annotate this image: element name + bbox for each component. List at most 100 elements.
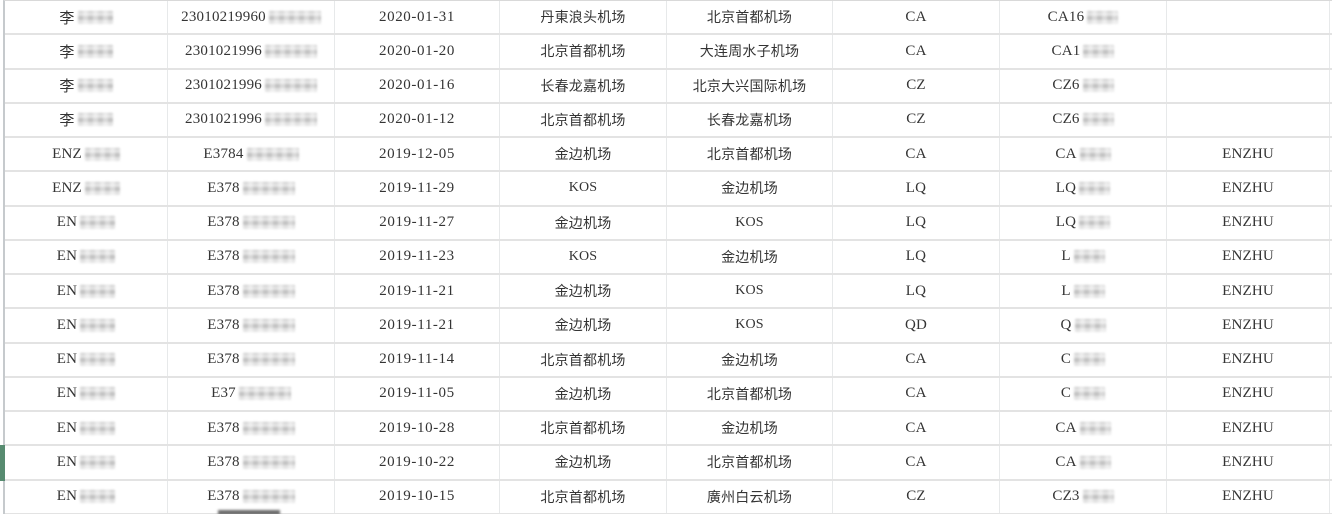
- id-cell: E378: [168, 343, 335, 376]
- flight-number: CA: [1055, 453, 1077, 470]
- flight-number: Q: [1060, 316, 1072, 333]
- name-cell: 李: [5, 103, 168, 136]
- flight-date: 2019-11-29: [379, 179, 455, 196]
- flight-number: C: [1060, 351, 1072, 368]
- departure-airport: 金边机场: [554, 285, 612, 301]
- arrival-airport: 金边机场: [721, 250, 778, 266]
- redacted-flight-number: [1079, 147, 1111, 161]
- agent-label: ENZHU: [1222, 145, 1274, 162]
- table-row[interactable]: 李 2301021996 2020-01-16 长春龙嘉机场 北京大兴国际机场 …: [5, 69, 1332, 104]
- name-cell: EN: [5, 480, 168, 513]
- id-cell: E378: [168, 309, 335, 342]
- flight-cell: CZ3: [1000, 480, 1167, 513]
- document-id: E378: [207, 214, 240, 231]
- redacted-flight-number: [1079, 455, 1111, 469]
- date-cell: 2020-01-31: [335, 1, 500, 34]
- document-id: E378: [207, 316, 240, 333]
- table-row[interactable]: EN E378 2019-11-14 北京首都机场 金边机场 CA C ENZH…: [5, 343, 1332, 378]
- flight-date: 2020-01-20: [379, 42, 455, 59]
- table-row[interactable]: EN E378 2019-10-28 北京首都机场 金边机场 CA CA ENZ…: [5, 412, 1332, 447]
- redacted-id: [242, 216, 295, 230]
- arrival-airport: KOS: [735, 214, 764, 230]
- airline-cell: CA: [833, 377, 1000, 410]
- airline-cell: CA: [833, 35, 1000, 68]
- agent-cell: ENZHU: [1167, 412, 1330, 445]
- flight-number: CZ6: [1052, 77, 1080, 94]
- departure-cell: 金边机场: [500, 275, 667, 308]
- date-cell: 2019-11-23: [335, 240, 500, 273]
- redacted-name: [80, 490, 116, 504]
- flight-cell: LQ: [1000, 172, 1167, 205]
- agent-label: ENZHU: [1222, 453, 1274, 470]
- name-cell: EN: [5, 275, 168, 308]
- redacted-name: [84, 181, 120, 195]
- table-row[interactable]: EN E378 2019-10-22 金边机场 北京首都机场 CA CA ENZ…: [0, 445, 1332, 481]
- flight-number: CA16: [1047, 8, 1085, 25]
- date-cell: 2020-01-16: [335, 69, 500, 102]
- passenger-name: EN: [56, 214, 78, 231]
- id-cell: E378: [168, 446, 335, 479]
- departure-airport: 北京首都机场: [540, 490, 626, 506]
- redacted-name: [80, 216, 116, 230]
- agent-cell: [1167, 35, 1330, 68]
- airline-code: CZ: [906, 77, 926, 94]
- agent-label: ENZHU: [1222, 214, 1274, 231]
- agent-cell: [1167, 69, 1330, 102]
- table-row[interactable]: ENZ E3784 2019-12-05 金边机场 北京首都机场 CA CA E…: [5, 138, 1332, 173]
- flight-cell: CZ6: [1000, 103, 1167, 136]
- arrival-airport: 北京首都机场: [706, 387, 793, 403]
- document-id: E378: [207, 488, 240, 505]
- departure-airport: 北京首都机场: [540, 113, 626, 129]
- departure-airport: KOS: [568, 248, 598, 264]
- table-row[interactable]: EN E378 2019-11-23 KOS 金边机场 LQ L ENZHU: [5, 240, 1332, 275]
- table-row[interactable]: EN E378 2019-11-21 金边机场 KOS LQ L ENZHU: [5, 275, 1332, 310]
- arrival-cell: 金边机场: [667, 240, 833, 273]
- agent-label: ENZHU: [1222, 248, 1274, 265]
- date-cell: 2019-11-29: [335, 172, 500, 205]
- redacted-flight-number: [1074, 387, 1106, 401]
- table-row[interactable]: 李 23010219960 2020-01-31 丹東浪头机场 北京首都机场 C…: [5, 1, 1332, 36]
- airline-cell: CA: [833, 1, 1000, 34]
- table-row[interactable]: 李 2301021996 2020-01-12 北京首都机场 长春龙嘉机场 CZ…: [5, 103, 1332, 138]
- airline-code: CZ: [906, 488, 926, 505]
- departure-airport: 北京首都机场: [540, 353, 626, 369]
- id-cell: E378: [168, 275, 335, 308]
- passenger-name: EN: [56, 351, 78, 368]
- id-cell: E3784: [168, 138, 335, 171]
- table-row[interactable]: ENZ E378 2019-11-29 KOS 金边机场 LQ LQ ENZHU: [5, 172, 1332, 207]
- agent-cell: ENZHU: [1167, 240, 1330, 273]
- redacted-id: [242, 490, 295, 504]
- id-cell: 2301021996: [168, 35, 335, 68]
- departure-airport: 长春龙嘉机场: [540, 79, 626, 95]
- arrival-cell: KOS: [667, 275, 833, 308]
- date-cell: 2019-11-05: [335, 377, 500, 410]
- redacted-id: [246, 147, 299, 161]
- flight-number: L: [1061, 282, 1071, 299]
- redacted-name: [80, 284, 116, 298]
- flight-number: CA: [1055, 145, 1077, 162]
- flight-number: LQ: [1055, 179, 1077, 196]
- airline-code: CA: [905, 385, 927, 402]
- redacted-name: [77, 113, 113, 127]
- document-id: E378: [207, 351, 240, 368]
- table-row[interactable]: EN E378 2019-11-21 金边机场 KOS QD Q ENZHU: [5, 309, 1332, 344]
- table-row[interactable]: 李 2301021996 2020-01-20 北京首都机场 大连周水子机场 C…: [5, 35, 1332, 70]
- departure-cell: 长春龙嘉机场: [500, 69, 667, 102]
- id-cell: 2301021996: [168, 103, 335, 136]
- redacted-flight-number: [1079, 421, 1111, 435]
- row-selection-indicator: [0, 445, 5, 481]
- airline-code: CA: [905, 453, 927, 470]
- table-row[interactable]: EN E378 2019-11-27 金边机场 KOS LQ LQ ENZHU: [5, 206, 1332, 241]
- redacted-flight-number: [1082, 490, 1114, 504]
- arrival-airport: 廣州白云机场: [706, 490, 793, 506]
- table-row[interactable]: EN E37 2019-11-05 金边机场 北京首都机场 CA C ENZHU: [5, 377, 1332, 412]
- document-id: E378: [207, 179, 240, 196]
- flight-date: 2019-12-05: [379, 145, 455, 162]
- date-cell: 2019-10-15: [335, 480, 500, 513]
- flight-number: CA1: [1051, 42, 1081, 59]
- departure-cell: 北京首都机场: [500, 35, 667, 68]
- table-row[interactable]: EN E378 2019-10-15 北京首都机场 廣州白云机场 CZ CZ3 …: [5, 480, 1332, 514]
- agent-label: ENZHU: [1222, 385, 1274, 402]
- departure-airport: 金边机场: [554, 148, 612, 164]
- arrival-cell: KOS: [667, 309, 833, 342]
